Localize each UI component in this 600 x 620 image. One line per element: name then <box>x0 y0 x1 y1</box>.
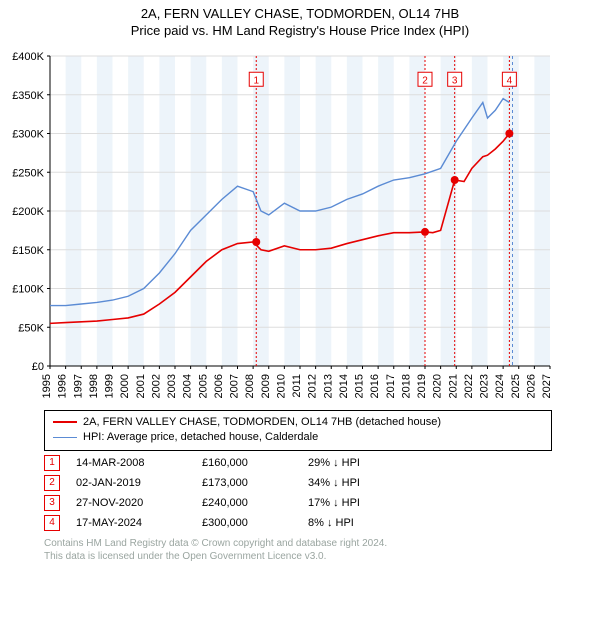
svg-text:2004: 2004 <box>182 374 194 398</box>
svg-text:2019: 2019 <box>416 374 428 398</box>
svg-text:£300K: £300K <box>12 128 44 140</box>
event-badge: 2 <box>44 475 60 491</box>
event-date: 14-MAR-2008 <box>76 457 186 469</box>
svg-text:2010: 2010 <box>275 374 287 398</box>
event-row: 3 27-NOV-2020 £240,000 17% ↓ HPI <box>44 495 552 511</box>
svg-text:£200K: £200K <box>12 206 44 218</box>
event-hpi: 17% ↓ HPI <box>308 497 552 509</box>
svg-text:2027: 2027 <box>541 374 553 398</box>
legend-label: HPI: Average price, detached house, Cald… <box>83 430 318 445</box>
event-row: 2 02-JAN-2019 £173,000 34% ↓ HPI <box>44 475 552 491</box>
svg-text:2011: 2011 <box>291 374 303 398</box>
event-table: 1 14-MAR-2008 £160,000 29% ↓ HPI 2 02-JAN-201… <box>44 455 552 531</box>
event-row: 4 17-MAY-2024 £300,000 8% ↓ HPI <box>44 515 552 531</box>
svg-text:2022: 2022 <box>463 374 475 398</box>
footnote: Contains HM Land Registry data © Crown c… <box>44 537 594 563</box>
chart-container: 2A, FERN VALLEY CHASE, TODMORDEN, OL14 7… <box>0 0 600 563</box>
svg-text:2020: 2020 <box>432 374 444 398</box>
event-date: 17-MAY-2024 <box>76 517 186 529</box>
event-price: £173,000 <box>202 477 292 489</box>
svg-text:£100K: £100K <box>12 283 44 295</box>
event-date: 02-JAN-2019 <box>76 477 186 489</box>
event-badge: 1 <box>44 455 60 471</box>
svg-text:£150K: £150K <box>12 245 44 257</box>
svg-text:1999: 1999 <box>104 374 116 398</box>
event-badge: 4 <box>44 515 60 531</box>
title-line-2: Price paid vs. HM Land Registry's House … <box>4 23 596 40</box>
legend-label: 2A, FERN VALLEY CHASE, TODMORDEN, OL14 7… <box>83 415 441 430</box>
svg-text:2000: 2000 <box>119 374 131 398</box>
legend-item: HPI: Average price, detached house, Cald… <box>53 430 543 445</box>
svg-text:2025: 2025 <box>510 374 522 398</box>
svg-text:1: 1 <box>253 75 259 86</box>
legend-swatch <box>53 437 77 438</box>
svg-text:£250K: £250K <box>12 167 44 179</box>
svg-text:2012: 2012 <box>307 374 319 398</box>
svg-text:£0: £0 <box>32 361 44 373</box>
svg-text:2007: 2007 <box>229 374 241 398</box>
svg-text:1997: 1997 <box>72 374 84 398</box>
footnote-line-2: This data is licensed under the Open Gov… <box>44 550 594 563</box>
svg-text:2015: 2015 <box>354 374 366 398</box>
legend-swatch <box>53 421 77 423</box>
price-chart: £0 £50K £100K £150K £200K £250K £300K £350K £400… <box>0 46 560 406</box>
event-hpi: 8% ↓ HPI <box>308 517 552 529</box>
legend: 2A, FERN VALLEY CHASE, TODMORDEN, OL14 7… <box>44 410 552 451</box>
title-block: 2A, FERN VALLEY CHASE, TODMORDEN, OL14 7… <box>0 0 600 44</box>
svg-text:2026: 2026 <box>525 374 537 398</box>
legend-item: 2A, FERN VALLEY CHASE, TODMORDEN, OL14 7… <box>53 415 543 430</box>
svg-text:2006: 2006 <box>213 374 225 398</box>
svg-text:2018: 2018 <box>400 374 412 398</box>
svg-text:2: 2 <box>422 75 428 86</box>
svg-text:1998: 1998 <box>88 374 100 398</box>
title-line-1: 2A, FERN VALLEY CHASE, TODMORDEN, OL14 7… <box>4 6 596 23</box>
svg-text:2008: 2008 <box>244 374 256 398</box>
svg-text:2013: 2013 <box>322 374 334 398</box>
svg-text:2005: 2005 <box>197 374 209 398</box>
svg-text:1996: 1996 <box>57 374 69 398</box>
svg-text:2021: 2021 <box>447 374 459 398</box>
chart-area: £0 £50K £100K £150K £200K £250K £300K £350K £400… <box>0 46 600 406</box>
svg-text:2014: 2014 <box>338 374 350 398</box>
svg-text:2009: 2009 <box>260 374 272 398</box>
footnote-line-1: Contains HM Land Registry data © Crown c… <box>44 537 594 550</box>
svg-text:2001: 2001 <box>135 374 147 398</box>
svg-text:2017: 2017 <box>385 374 397 398</box>
svg-text:2016: 2016 <box>369 374 381 398</box>
event-badge: 3 <box>44 495 60 511</box>
svg-text:£50K: £50K <box>18 322 44 334</box>
event-row: 1 14-MAR-2008 £160,000 29% ↓ HPI <box>44 455 552 471</box>
svg-text:2003: 2003 <box>166 374 178 398</box>
svg-text:£350K: £350K <box>12 90 44 102</box>
event-hpi: 34% ↓ HPI <box>308 477 552 489</box>
event-price: £240,000 <box>202 497 292 509</box>
event-price: £300,000 <box>202 517 292 529</box>
svg-text:4: 4 <box>507 75 513 86</box>
svg-text:3: 3 <box>452 75 458 86</box>
svg-text:2024: 2024 <box>494 374 506 398</box>
event-date: 27-NOV-2020 <box>76 497 186 509</box>
event-hpi: 29% ↓ HPI <box>308 457 552 469</box>
svg-text:£400K: £400K <box>12 51 44 63</box>
event-price: £160,000 <box>202 457 292 469</box>
svg-text:2002: 2002 <box>150 374 162 398</box>
svg-text:1995: 1995 <box>41 374 53 398</box>
svg-text:2023: 2023 <box>479 374 491 398</box>
